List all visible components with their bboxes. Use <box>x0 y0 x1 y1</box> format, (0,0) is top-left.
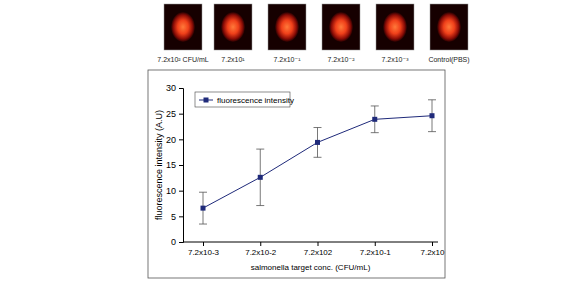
legend-label: fluorescence intensity <box>217 96 294 105</box>
data-point <box>372 117 377 122</box>
x-tick-label: 7.2x10-1 <box>360 248 392 257</box>
fluorescent-spot <box>383 12 407 42</box>
error-cap <box>428 131 436 132</box>
y-tick: 30 <box>166 83 183 93</box>
error-cap <box>256 149 264 150</box>
data-point <box>201 206 206 211</box>
y-tick-label: 15 <box>166 160 176 170</box>
fluorescent-spot <box>171 12 195 42</box>
y-tick-mark <box>179 114 183 115</box>
spot-image <box>430 4 468 50</box>
y-tick-label: 5 <box>171 212 176 222</box>
y-tick: 0 <box>171 237 183 247</box>
data-point <box>315 140 320 145</box>
data-point <box>430 113 435 118</box>
image-label: 7.2x10⁻³ <box>381 56 409 63</box>
error-cap <box>256 205 264 206</box>
error-bar <box>256 149 264 205</box>
error-bar <box>314 128 322 158</box>
chart-frame <box>148 70 445 278</box>
error-cap <box>371 132 379 133</box>
error-cap <box>199 224 207 225</box>
error-cap <box>199 192 207 193</box>
y-tick-label: 30 <box>166 83 176 93</box>
x-tick-label: 7.2x102 <box>304 248 333 257</box>
y-tick-mark <box>179 216 183 217</box>
image-label: 7.2x10¹ <box>221 56 245 63</box>
error-cap <box>314 127 322 128</box>
error-cap <box>371 105 379 106</box>
x-tick: 7.2x10-2 <box>245 242 277 257</box>
y-tick-label: 0 <box>171 237 176 247</box>
y-tick-label: 25 <box>166 109 176 119</box>
x-tick-mark <box>260 242 261 246</box>
x-tick-mark <box>318 242 319 246</box>
y-tick: 25 <box>166 109 183 119</box>
y-tick: 20 <box>166 135 183 145</box>
error-bar <box>371 106 379 133</box>
y-axis-title: fluorescence intensity (A.U) <box>154 110 164 220</box>
figure: 7.2x10² CFU/mL 7.2x10¹ 7.2x10⁻¹ 7.2x10⁻² 7.2… <box>0 0 565 283</box>
data-point <box>258 175 263 180</box>
spot-image <box>376 4 414 50</box>
y-tick-mark <box>179 139 183 140</box>
x-tick: 7.2x10-3 <box>188 242 220 257</box>
error-bar <box>199 192 207 224</box>
x-axis-line <box>183 242 438 243</box>
fluorescent-spot <box>221 12 245 42</box>
fluorescent-spot <box>437 12 461 42</box>
error-cap <box>314 157 322 158</box>
spot-image <box>322 4 360 50</box>
x-tick-label: 7.2x10 <box>420 248 445 257</box>
image-label: 7.2x10⁻¹ <box>273 56 301 63</box>
error-cap <box>428 99 436 100</box>
y-tick-mark <box>179 165 183 166</box>
x-tick-mark <box>203 242 204 246</box>
y-tick-mark <box>179 242 183 243</box>
x-tick: 7.2x10-1 <box>360 242 392 257</box>
y-tick: 5 <box>171 212 183 222</box>
image-label: 7.2x10² CFU/mL <box>157 56 208 63</box>
series-line <box>203 116 432 208</box>
y-tick-label: 10 <box>166 186 176 196</box>
plot-area <box>199 100 436 224</box>
x-tick-label: 7.2x10-2 <box>245 248 277 257</box>
y-tick: 10 <box>166 186 183 196</box>
y-axis-line <box>179 89 184 243</box>
y-tick-label: 20 <box>166 135 176 145</box>
legend: fluorescence intensity <box>195 92 294 107</box>
x-axis: 7.2x10-3 7.2x10-2 7.2x102 7.2x10-1 7.2x10 <box>183 242 445 257</box>
spot-image <box>268 4 306 50</box>
image-strip: 7.2x10² CFU/mL 7.2x10¹ 7.2x10⁻¹ 7.2x10⁻² 7.2… <box>157 4 469 64</box>
image-label: 7.2x10⁻² <box>327 56 355 63</box>
spot-image <box>214 4 252 50</box>
image-label: Control(PBS) <box>428 56 469 64</box>
y-tick-mark <box>179 88 183 89</box>
x-tick-label: 7.2x10-3 <box>188 248 220 257</box>
legend-marker <box>204 98 209 103</box>
y-tick: 15 <box>166 160 183 170</box>
x-tick: 7.2x10 <box>420 242 445 257</box>
spot-image <box>164 4 202 50</box>
x-tick: 7.2x102 <box>304 242 333 257</box>
fluorescent-spot <box>275 12 299 42</box>
fluorescent-spot <box>329 12 353 42</box>
x-tick-mark <box>375 242 376 246</box>
x-tick-mark <box>432 242 433 246</box>
x-axis-title: salmonella target conc. (CFU/mL) <box>251 263 371 272</box>
error-bar <box>428 100 436 132</box>
y-tick-mark <box>179 191 183 192</box>
y-axis: 0 5 10 15 20 25 30 <box>166 83 184 247</box>
